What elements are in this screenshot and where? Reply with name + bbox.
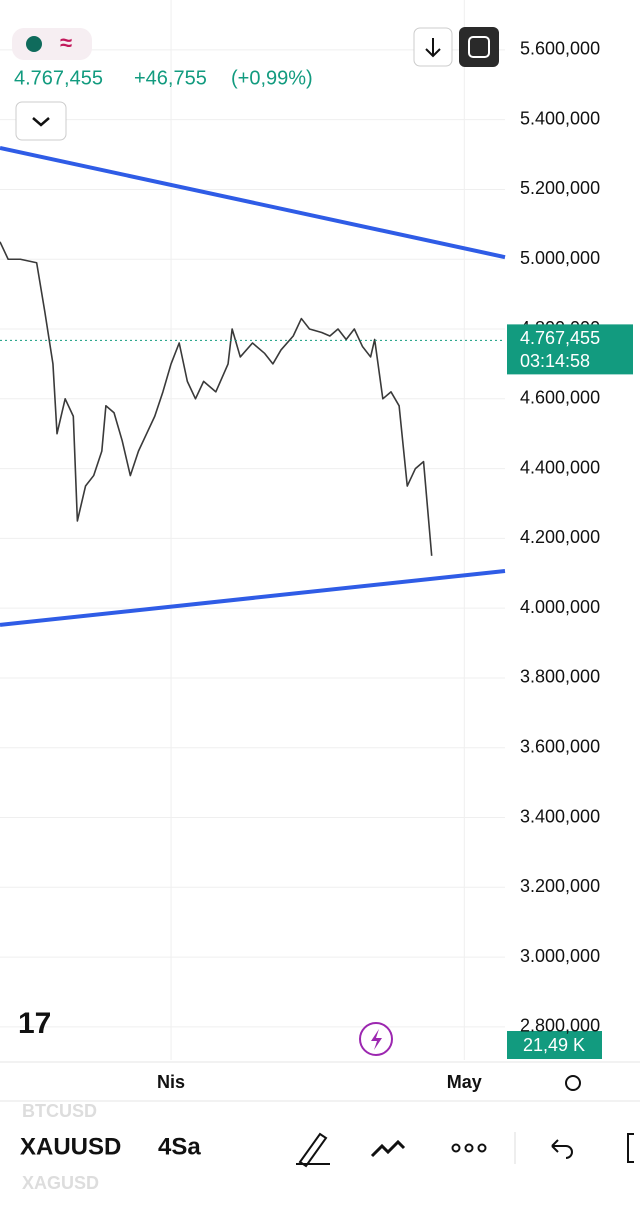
- collapse-button[interactable]: [15, 101, 67, 141]
- more-icon[interactable]: [451, 1143, 487, 1153]
- symbol-current[interactable]: XAUUSD: [20, 1133, 121, 1160]
- status-dot: [26, 36, 42, 52]
- y-tick-label: 3.800,000: [520, 667, 600, 687]
- fullscreen-button[interactable]: [459, 27, 499, 67]
- y-tick-label: 5.000,000: [520, 248, 600, 268]
- y-tick-label: 3.400,000: [520, 806, 600, 826]
- y-tick-label: 4.400,000: [520, 457, 600, 477]
- symbol-prev[interactable]: BTCUSD: [22, 1101, 97, 1121]
- interval[interactable]: 4Sa: [158, 1133, 201, 1160]
- status-pill[interactable]: [12, 28, 92, 60]
- y-tick-label: 2.800,000: [520, 1016, 600, 1036]
- dot: [477, 1143, 487, 1153]
- indicator-icon[interactable]: [370, 1139, 406, 1158]
- plot: [0, 145, 506, 627]
- chevron-icon: [32, 117, 50, 127]
- y-tick-label: 3.200,000: [520, 876, 600, 896]
- y-tick-label: 4.200,000: [520, 527, 600, 547]
- y-tick-label: 3.600,000: [520, 736, 600, 756]
- y-tick-label: 3.000,000: [520, 946, 600, 966]
- dot: [464, 1143, 474, 1153]
- last-price-label: 4.767,455: [520, 328, 600, 348]
- logo: 17: [18, 1007, 51, 1040]
- trendline: [0, 569, 506, 627]
- price-line: [0, 241, 433, 556]
- settings-icon[interactable]: [565, 1075, 581, 1091]
- draw-icon[interactable]: [296, 1132, 330, 1168]
- quote-change: +46,755: [134, 67, 207, 89]
- y-tick-label: 5.600,000: [520, 39, 600, 59]
- dot: [451, 1143, 461, 1153]
- volume-label-box: [507, 1031, 602, 1059]
- symbol-next[interactable]: XAGUSD: [22, 1173, 99, 1193]
- quote-change-pct: (+0,99%): [231, 67, 313, 89]
- volume-label: 21,49 K: [523, 1035, 585, 1055]
- undo-icon[interactable]: [551, 1139, 573, 1159]
- quote-last: 4.767,455: [14, 67, 103, 89]
- y-tick-label: 5.400,000: [520, 108, 600, 128]
- y-tick-label: 5.200,000: [520, 178, 600, 198]
- wave-icon: ≈: [60, 30, 72, 55]
- lightning-icon: [371, 1029, 382, 1050]
- countdown: 03:14:58: [520, 351, 590, 371]
- x-tick-label: Nis: [157, 1072, 185, 1092]
- y-tick-label: 4.600,000: [520, 388, 600, 408]
- layout-icon[interactable]: [627, 1133, 634, 1163]
- x-tick-label: May: [447, 1072, 482, 1092]
- fullscreen-icon: [468, 36, 490, 58]
- last-price-box: [507, 324, 633, 375]
- y-tick-label: 4.000,000: [520, 597, 600, 617]
- grid: [0, 0, 505, 1060]
- download-icon: [425, 38, 441, 58]
- trendline: [0, 145, 506, 260]
